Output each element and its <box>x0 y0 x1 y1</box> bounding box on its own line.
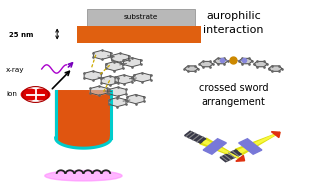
Polygon shape <box>84 71 101 80</box>
Text: arrangement: arrangement <box>201 97 265 107</box>
Polygon shape <box>220 150 241 162</box>
Circle shape <box>21 89 39 100</box>
Text: substrate: substrate <box>123 14 158 20</box>
Polygon shape <box>199 61 213 67</box>
Polygon shape <box>127 94 144 104</box>
Polygon shape <box>203 139 226 154</box>
Polygon shape <box>93 50 111 59</box>
Polygon shape <box>112 53 129 62</box>
Polygon shape <box>239 139 262 154</box>
Polygon shape <box>56 91 111 148</box>
Polygon shape <box>269 66 282 71</box>
Text: interaction: interaction <box>203 25 264 35</box>
Polygon shape <box>214 58 228 64</box>
Polygon shape <box>101 76 118 85</box>
Polygon shape <box>106 62 123 71</box>
Polygon shape <box>90 86 108 95</box>
Polygon shape <box>133 73 151 82</box>
Polygon shape <box>184 66 198 71</box>
Polygon shape <box>109 98 126 107</box>
Polygon shape <box>115 75 132 84</box>
Ellipse shape <box>45 170 122 181</box>
Text: aurophilic: aurophilic <box>206 11 261 21</box>
Polygon shape <box>254 61 267 67</box>
Polygon shape <box>239 133 278 153</box>
Polygon shape <box>236 155 244 161</box>
Polygon shape <box>271 132 280 138</box>
Polygon shape <box>239 58 252 64</box>
Polygon shape <box>235 132 280 155</box>
Text: ion: ion <box>6 91 17 98</box>
Text: x-ray: x-ray <box>6 67 25 73</box>
Polygon shape <box>203 140 243 160</box>
Polygon shape <box>184 131 206 143</box>
Polygon shape <box>123 58 141 67</box>
Circle shape <box>32 89 50 100</box>
Polygon shape <box>109 87 126 96</box>
Polygon shape <box>200 138 244 161</box>
Bar <box>87 9 195 26</box>
Bar <box>77 26 201 43</box>
Text: crossed sword: crossed sword <box>199 83 268 93</box>
Text: 25 nm: 25 nm <box>9 32 33 38</box>
